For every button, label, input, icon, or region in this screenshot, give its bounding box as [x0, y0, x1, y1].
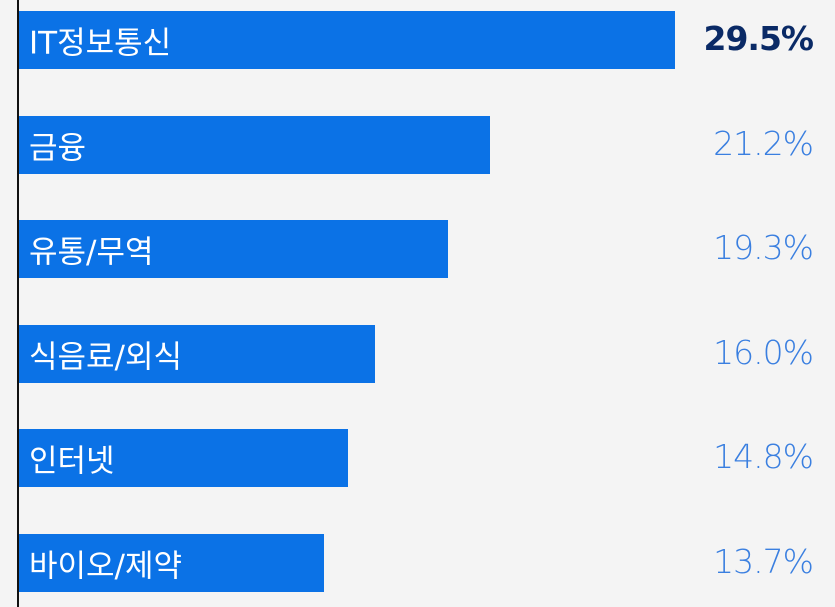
value-label: 21.2%	[713, 124, 814, 163]
bar: 바이오/제약	[19, 534, 324, 592]
bar: 식음료/외식	[19, 325, 375, 383]
value-label: 13.7%	[713, 542, 814, 581]
value-label: 14.8%	[713, 437, 814, 476]
category-label: 바이오/제약	[29, 548, 183, 585]
category-label: IT정보통신	[29, 25, 172, 62]
value-label: 16.0%	[713, 333, 814, 372]
category-label: 식음료/외식	[29, 339, 183, 376]
value-label: 29.5%	[703, 19, 814, 58]
value-label: 19.3%	[713, 228, 814, 267]
category-label: 금융	[29, 130, 87, 167]
bar: IT정보통신	[19, 11, 675, 69]
bar: 유통/무역	[19, 220, 448, 278]
category-label: 유통/무역	[29, 234, 154, 271]
bar: 금융	[19, 116, 490, 174]
category-label: 인터넷	[29, 443, 115, 480]
bar: 인터넷	[19, 429, 348, 487]
y-axis-line	[17, 0, 19, 607]
